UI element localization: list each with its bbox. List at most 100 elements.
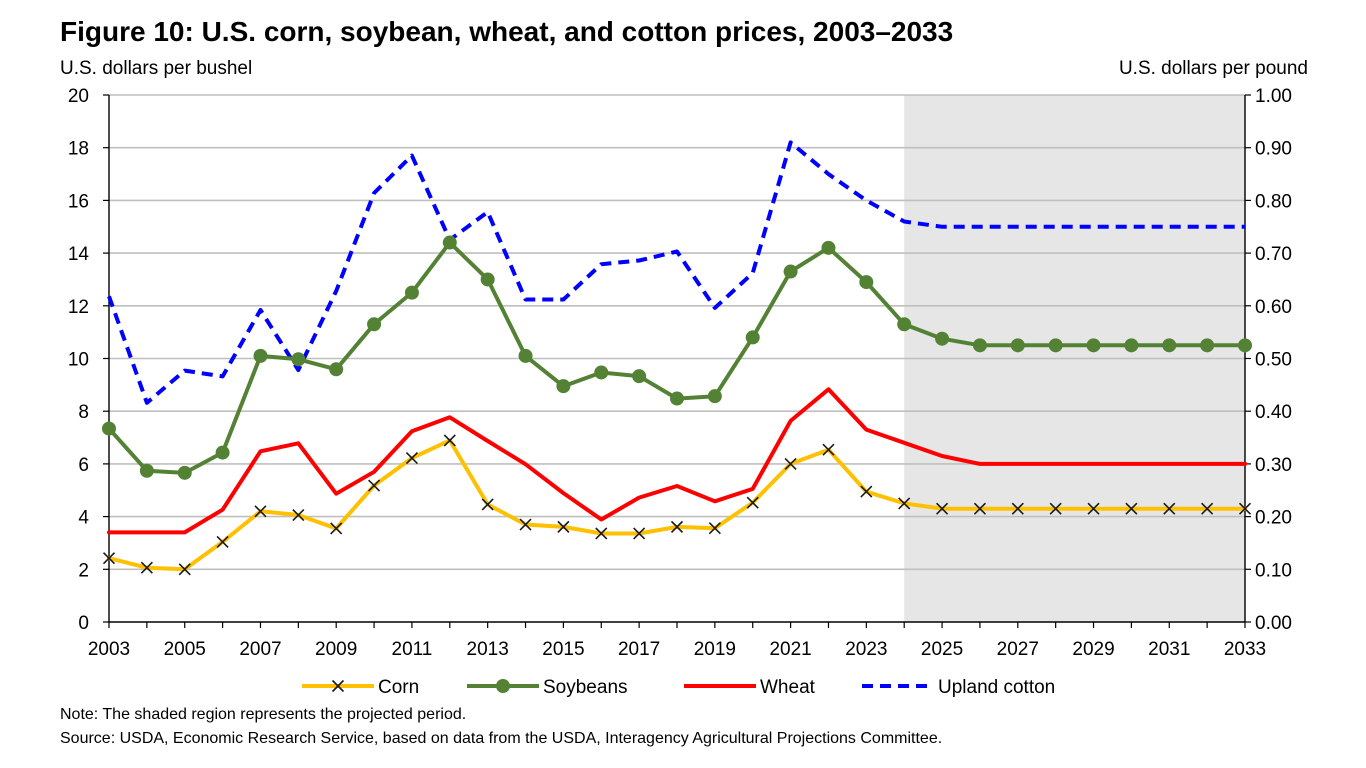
data-point-x [973,502,986,515]
data-point-x [1049,502,1062,515]
data-point-x [443,434,456,447]
data-point-x [633,527,646,540]
x-axis-tick-label: 2029 [1072,639,1114,660]
data-point-circle [1048,338,1063,353]
right-axis-tick-label: 0.90 [1255,139,1292,160]
left-axis-tick-label: 20 [68,86,89,107]
data-point-x [368,479,381,492]
data-point-circle [897,317,912,332]
data-point-circle [556,379,571,394]
data-point-x-stroke [331,679,345,693]
x-axis-tick-label: 2015 [542,639,584,660]
legend-item-upland-cotton: Upland cotton [862,677,1055,698]
data-point-x [331,679,345,693]
series-wheat [107,387,1247,535]
data-point-x-stroke [860,485,873,498]
data-point-x-stroke [140,561,153,574]
x-axis-tick-label: 2021 [769,639,811,660]
legend-label-wheat: Wheat [760,677,816,698]
data-point-x [557,520,570,533]
data-point-x-stroke [670,520,684,533]
data-point-x [1125,502,1138,515]
data-point-x-stroke [481,498,494,511]
data-point-x-stroke [1125,502,1138,515]
data-point-circle [496,679,510,693]
line-chart: 0 0.00 2 0.10 4 0.20 6 0.30 8 0.40 10 0.50 12 0.60 14 0… [68,86,1292,698]
data-point-circle [139,463,154,478]
left-axis-tick-label: 18 [68,139,89,160]
data-point-x [140,561,153,574]
data-point-x-stroke [1238,502,1252,515]
right-axis-tick-label: 1.00 [1255,86,1292,107]
chart-note: Note: The shaded region represents the p… [60,706,467,723]
data-point-circle [1010,338,1025,353]
x-axis-tick-label: 2033 [1224,639,1266,660]
right-axis-tick-label: 0.00 [1255,613,1292,634]
right-axis-unit-label: U.S. dollars per pound [1118,58,1308,79]
right-axis-tick-label: 0.60 [1255,297,1292,318]
data-point-x [178,563,191,576]
data-point-x [746,496,759,509]
data-point-circle [670,391,684,406]
data-point-circle [518,348,533,363]
legend-label-corn: Corn [378,677,419,698]
data-point-x-stroke [557,520,570,533]
data-point-circle [821,240,836,255]
left-axis-tick-label: 6 [78,455,89,476]
series-layer [102,140,1252,576]
x-axis-tick-label: 2005 [164,639,206,660]
data-point-x-stroke [898,497,911,510]
data-point-x [936,502,949,515]
data-point-x [292,508,305,522]
x-axis-tick-label: 2013 [467,639,509,660]
left-axis-tick-label: 4 [78,508,89,529]
data-point-x-stroke [1087,502,1100,515]
data-point-x-stroke [746,496,759,509]
data-point-x [1011,502,1024,515]
data-point-x-stroke [368,479,381,492]
data-point-x [822,443,835,456]
data-point-circle [1200,338,1215,353]
chart-source: Source: USDA, Economic Research Service,… [60,730,943,747]
left-axis-unit-label: U.S. dollars per bushel [60,58,253,79]
data-point-circle [480,272,495,287]
data-point-x-stroke [595,527,608,540]
series-soybeans [102,235,1252,480]
right-axis-tick-label: 0.40 [1255,402,1292,423]
chart-title: Figure 10: U.S. corn, soybean, wheat, an… [60,16,954,47]
data-point-x-stroke [1201,502,1214,515]
data-point-x [860,485,873,498]
data-point-circle [707,389,722,404]
series-upland-cotton [107,140,1245,405]
data-point-x [1201,502,1214,515]
x-axis-tick-label: 2011 [392,639,433,660]
data-point-x-stroke [519,518,532,531]
data-point-x-stroke [330,522,343,535]
legend-layer: Corn Soybeans Wheat Upland cotton [302,677,1055,698]
x-axis-tick-label: 2031 [1148,639,1190,660]
legend-label-soybeans: Soybeans [543,677,628,698]
data-point-circle [745,330,760,345]
data-point-circle [253,348,268,363]
data-point-x-stroke [178,563,191,576]
data-point-circle [935,331,950,346]
data-point-circle [859,275,874,290]
data-point-circle [367,317,382,332]
data-point-circle [404,285,419,300]
data-point-x [102,552,116,565]
x-axis-tick-label: 2023 [845,639,887,660]
data-point-circle [632,369,647,384]
data-point-x [898,497,911,510]
data-point-x-stroke [973,502,986,515]
data-point-x [1163,502,1176,515]
data-point-x-stroke [1163,502,1176,515]
left-axis-tick-label: 10 [68,350,89,371]
legend-label-upland-cotton: Upland cotton [938,677,1055,698]
data-point-x [708,522,721,535]
left-axis-tick-label: 2 [78,560,89,581]
legend-item-wheat: Wheat [684,677,816,698]
left-axis-tick-label: 0 [78,613,89,634]
legend-item-corn: Corn [302,677,419,698]
data-point-x [670,520,684,533]
x-axis-tick-label: 2025 [921,639,963,660]
